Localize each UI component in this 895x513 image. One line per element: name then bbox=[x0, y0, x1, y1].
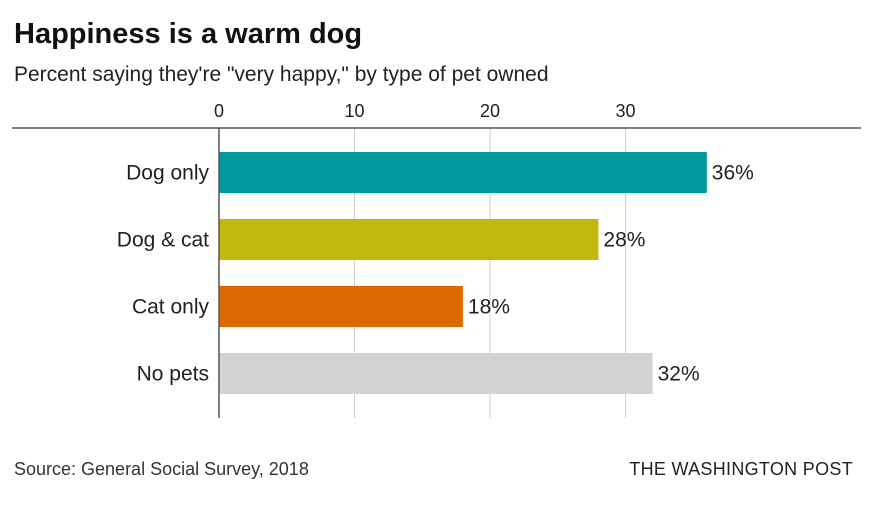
value-label: 28% bbox=[603, 229, 645, 252]
x-tick-label-0: 0 bbox=[214, 101, 224, 121]
category-label: Dog only bbox=[126, 162, 209, 185]
category-label: No pets bbox=[137, 363, 209, 386]
value-label: 18% bbox=[468, 296, 510, 319]
bar-0 bbox=[219, 152, 707, 193]
x-tick-label-10: 10 bbox=[344, 101, 364, 121]
category-label: Cat only bbox=[132, 296, 210, 319]
bar-2 bbox=[219, 286, 463, 327]
category-label: Dog & cat bbox=[117, 229, 209, 252]
x-tick-label-30: 30 bbox=[615, 101, 635, 121]
value-label: 32% bbox=[658, 363, 700, 386]
publisher-logo-text: THE WASHINGTON POST bbox=[629, 459, 853, 479]
source-note: Source: General Social Survey, 2018 bbox=[14, 459, 309, 479]
bar-3 bbox=[219, 353, 653, 394]
bar-1 bbox=[219, 219, 599, 260]
chart-subtitle: Percent saying they're "very happy," by … bbox=[14, 63, 549, 86]
chart-title: Happiness is a warm dog bbox=[14, 18, 363, 50]
value-label: 36% bbox=[712, 162, 754, 185]
x-tick-label-20: 20 bbox=[480, 101, 500, 121]
